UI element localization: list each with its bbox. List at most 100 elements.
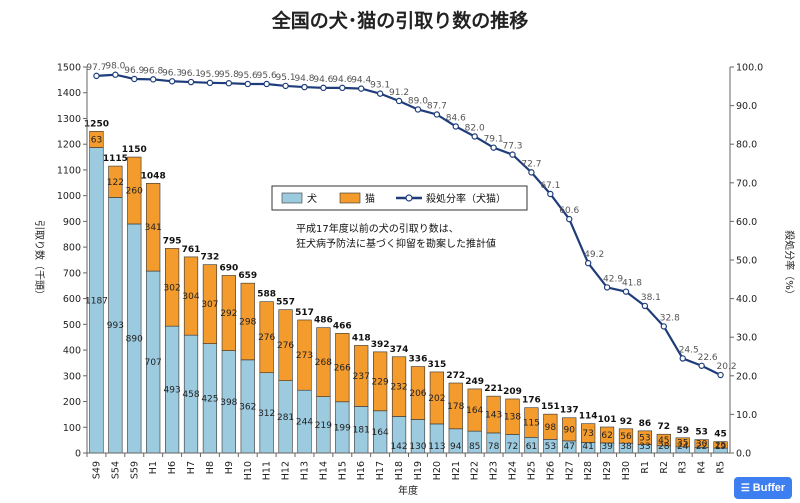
bar-label-cat: 90 (564, 425, 576, 435)
rate-point (395, 97, 403, 105)
bar-total-label: 101 (598, 415, 617, 425)
bar-label-cat: 266 (334, 364, 351, 374)
bar-total-label: 272 (446, 371, 465, 381)
rate-label: 93.1 (370, 81, 390, 91)
bar-total-label: 486 (314, 316, 333, 326)
rate-point (584, 259, 592, 267)
bar-label-cat: 178 (447, 402, 464, 412)
y2-tick-label: 70.0 (736, 178, 757, 189)
x-tick-label: R4 (697, 461, 708, 474)
bar-cat (486, 395, 501, 434)
bar-cat (524, 407, 539, 438)
bar-label-cat: 143 (485, 411, 502, 421)
rate-point (282, 82, 289, 90)
rate-label: 96.3 (162, 68, 182, 78)
bar-cat (278, 309, 293, 381)
bar-total-label: 418 (352, 333, 371, 343)
y-tick-label: 400 (63, 346, 81, 357)
x-tick-label: H16 (356, 461, 367, 480)
bar-label-dog: 458 (182, 390, 199, 400)
bar-label-dog: 53 (545, 442, 556, 452)
bar-total-label: 732 (201, 253, 220, 263)
x-tick-label: H13 (299, 461, 310, 480)
bar-label-dog: 219 (315, 421, 332, 431)
rate-point (698, 362, 705, 369)
bar-cat (562, 417, 577, 442)
rate-point (301, 83, 308, 91)
bar-label-cat: 273 (296, 351, 313, 361)
legend-label-dog: 犬 (307, 192, 317, 205)
x-tick-label: H21 (451, 461, 462, 480)
bar-cat (448, 382, 463, 430)
y-axis-label: 引取り数（千頭） (33, 220, 46, 300)
rate-label: 79.1 (484, 135, 504, 145)
y2-tick-label: 10.0 (736, 410, 757, 421)
x-tick-label: H19 (413, 461, 424, 480)
bar-label-cat: 206 (409, 389, 426, 399)
rate-line-path (96, 73, 722, 377)
y-tick-label: 1100 (57, 165, 81, 176)
bar-cat (146, 183, 161, 272)
x-tick-label: H30 (621, 461, 632, 480)
rate-point (566, 215, 573, 223)
bar-label-dog: 493 (164, 386, 181, 396)
y-tick-label: 800 (63, 243, 81, 254)
bar-cat (335, 333, 350, 403)
rate-point (717, 371, 724, 379)
rate-label: 67.1 (540, 181, 560, 191)
bar-label-cat: 56 (620, 432, 632, 442)
bar-label-cat: 62 (601, 431, 612, 441)
rate-point (528, 169, 535, 176)
bar-label-cat: 98 (545, 423, 557, 433)
bar-cat (429, 371, 444, 425)
bar-cat (694, 439, 709, 448)
bar-label-dog: 181 (353, 426, 370, 436)
bar-total-label: 374 (390, 345, 409, 355)
y-tick-label: 200 (63, 397, 81, 408)
legend-swatch-dog (281, 192, 303, 204)
bar-label-cat: 53 (639, 434, 650, 444)
bar-label-dog: 85 (469, 442, 480, 452)
bar-total-label: 221 (484, 384, 503, 394)
x-tick-label: H25 (526, 461, 537, 480)
bar-label-dog: 24 (677, 442, 689, 452)
bar-cat (127, 156, 142, 225)
bar-label-cat: 298 (239, 318, 256, 328)
buffer-button[interactable]: ☰ Buffer (734, 477, 792, 499)
rate-point (263, 80, 270, 88)
bar-label-dog: 1187 (85, 296, 108, 306)
rate-point (93, 72, 100, 80)
y-tick-label: 0 (75, 449, 81, 460)
y-tick-label: 1000 (57, 191, 81, 202)
rate-label: 89.0 (408, 96, 428, 106)
bar-cat (108, 165, 123, 198)
rate-point (358, 85, 365, 92)
legend-label-cat: 猫 (365, 192, 375, 205)
bar-cat (599, 426, 615, 444)
rate-label: 72.7 (521, 159, 541, 169)
bar-total-label: 795 (163, 236, 182, 246)
y-tick-label: 700 (63, 268, 81, 279)
bar-label-dog: 362 (239, 402, 256, 412)
rate-label: 95.9 (200, 70, 220, 80)
bar-label-cat: 35 (677, 438, 688, 448)
bar-total-label: 72 (658, 422, 671, 432)
x-tick-label: H28 (583, 461, 594, 480)
bar-label-dog: 41 (582, 442, 593, 452)
bar-total-label: 392 (371, 340, 390, 350)
bar-total-label: 59 (676, 426, 689, 436)
rate-label: 42.9 (603, 274, 623, 284)
x-tick-label: H22 (470, 461, 481, 480)
y2-tick-label: 30.0 (736, 333, 757, 344)
chart-title: 全国の犬･猫の引取り数の推移 (271, 9, 529, 32)
bar-total-label: 92 (620, 417, 633, 427)
x-tick-label: R2 (659, 461, 670, 474)
x-tick-label: R1 (640, 461, 651, 474)
bar-label-cat: 122 (107, 178, 124, 188)
x-tick-label: R3 (678, 461, 689, 474)
bar-label-dog: 19 (715, 442, 727, 452)
bar-label-dog: 398 (220, 398, 237, 408)
y-tick-label: 300 (63, 371, 81, 382)
bar-total-label: 137 (560, 406, 579, 416)
bar-cat (656, 433, 671, 447)
